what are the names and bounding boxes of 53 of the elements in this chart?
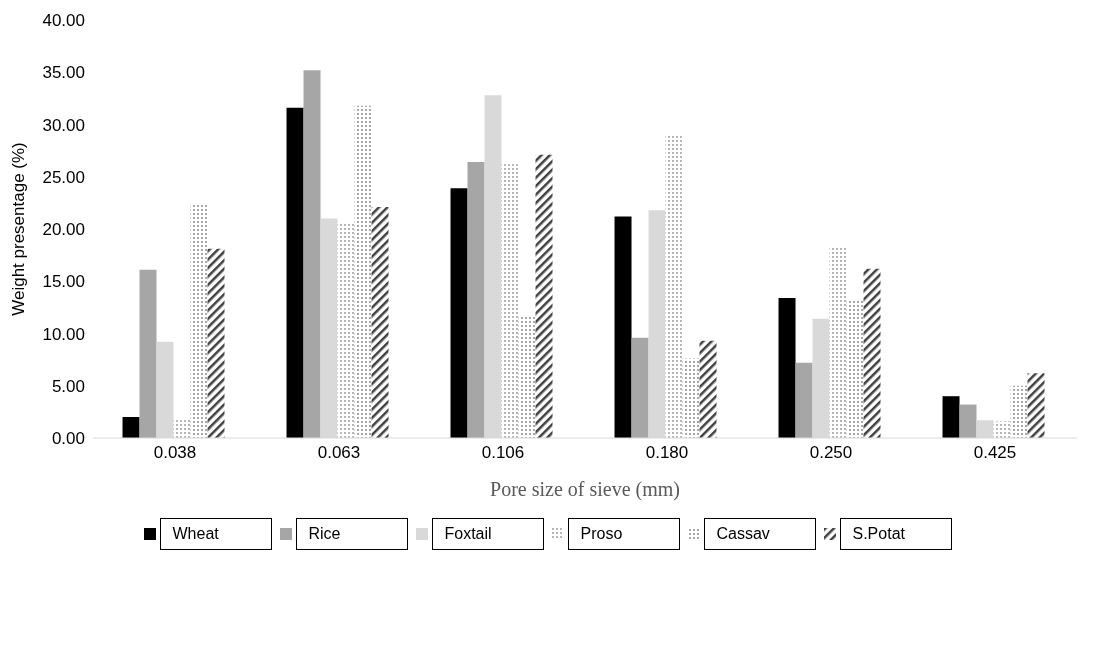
bar <box>467 162 485 438</box>
bar <box>518 316 536 438</box>
x-tick-label: 0.038 <box>153 443 197 463</box>
bar <box>501 163 519 438</box>
legend-label: Cassav <box>703 518 816 550</box>
bar <box>631 337 649 438</box>
y-tick-label: 35.00 <box>42 63 85 83</box>
y-tick-label: 30.00 <box>42 115 85 135</box>
x-tick-label: 0.063 <box>317 443 361 463</box>
bar <box>286 107 304 438</box>
bar <box>665 133 683 438</box>
bar <box>778 297 796 438</box>
bar <box>795 362 813 438</box>
bar <box>354 105 372 438</box>
legend-label: Foxtail <box>431 518 544 550</box>
bar <box>371 207 389 438</box>
bar <box>303 70 321 438</box>
y-tick-label: 5.00 <box>51 376 85 396</box>
y-tick-label: 40.00 <box>42 11 85 31</box>
bar <box>207 248 225 438</box>
y-tick-label: 15.00 <box>42 272 85 292</box>
bar <box>535 154 553 438</box>
bar <box>959 404 977 438</box>
y-axis-title: Weight presentage (%) <box>9 142 29 316</box>
y-tick-label: 10.00 <box>42 324 85 344</box>
x-tick-label: 0.180 <box>645 443 689 463</box>
bar <box>173 419 191 438</box>
y-tick-label: 25.00 <box>42 167 85 187</box>
bar <box>190 202 208 438</box>
bar <box>1027 373 1045 438</box>
bar <box>699 340 717 438</box>
bar <box>829 246 847 438</box>
bar <box>450 188 468 438</box>
bar <box>614 216 632 438</box>
bar <box>1010 385 1028 438</box>
bar <box>337 223 355 438</box>
bar <box>942 396 960 438</box>
legend-label: Proso <box>567 518 680 550</box>
x-tick-label: 0.106 <box>481 443 525 463</box>
y-tick-label: 0.00 <box>51 429 85 449</box>
legend-label: Wheat <box>159 518 272 550</box>
x-tick-label: 0.425 <box>973 443 1017 463</box>
bar <box>863 268 881 438</box>
legend-label: Rice <box>295 518 408 550</box>
legend-label: S.Potat <box>839 518 952 550</box>
bar <box>682 358 700 438</box>
x-tick-label: 0.250 <box>809 443 853 463</box>
bar <box>139 269 157 438</box>
bar <box>846 299 864 438</box>
y-tick-label: 20.00 <box>42 220 85 240</box>
x-axis-title: Pore size of sieve (mm) <box>490 478 680 501</box>
bar <box>122 417 140 438</box>
bar <box>993 421 1011 438</box>
